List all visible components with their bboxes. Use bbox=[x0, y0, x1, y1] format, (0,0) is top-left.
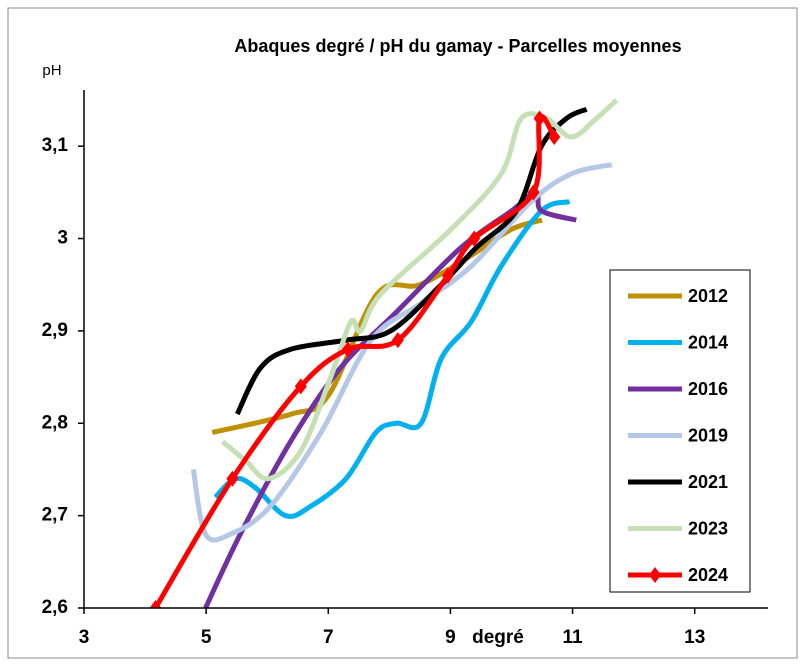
x-tick-label: 3 bbox=[79, 627, 90, 648]
legend-marker bbox=[649, 567, 661, 583]
y-tick-label: 2,7 bbox=[42, 505, 68, 526]
plot-area bbox=[149, 98, 619, 608]
point-marker bbox=[391, 332, 404, 349]
point-marker bbox=[226, 470, 239, 487]
x-tick-label: 13 bbox=[684, 627, 705, 648]
legend-label: 2012 bbox=[688, 286, 728, 306]
legend-box bbox=[609, 269, 751, 593]
y-tick-label: 2,6 bbox=[42, 597, 68, 618]
legend-label: 2014 bbox=[688, 332, 728, 352]
legend-label: 2019 bbox=[688, 425, 728, 445]
y-tick-label: 3,1 bbox=[42, 135, 69, 156]
series-line bbox=[221, 98, 619, 482]
point-marker bbox=[341, 341, 354, 358]
y-tick-label: 2,8 bbox=[42, 412, 68, 433]
x-tick-label: 7 bbox=[323, 627, 334, 648]
x-axis-label: degré bbox=[472, 627, 524, 648]
series-line bbox=[153, 113, 557, 608]
point-marker bbox=[441, 267, 454, 284]
point-marker bbox=[527, 184, 540, 201]
legend-label: 2023 bbox=[688, 518, 728, 538]
series-line bbox=[190, 162, 613, 543]
x-tick-label: 11 bbox=[563, 627, 584, 648]
series-line bbox=[213, 199, 571, 519]
legend-label: 2021 bbox=[688, 472, 728, 492]
point-marker bbox=[468, 230, 481, 247]
x-tick-label: 9 bbox=[445, 627, 456, 648]
point-marker bbox=[533, 110, 546, 127]
y-axis-label: pH bbox=[42, 62, 61, 79]
x-tick-label: 5 bbox=[201, 627, 212, 648]
chart-title: Abaques degré / pH du gamay - Parcelles … bbox=[234, 36, 681, 56]
legend-label: 2016 bbox=[688, 379, 728, 399]
y-tick-label: 3 bbox=[57, 228, 68, 249]
legend-label: 2024 bbox=[688, 565, 728, 585]
point-marker bbox=[294, 378, 307, 395]
y-tick-label: 2,9 bbox=[42, 320, 68, 341]
point-marker bbox=[548, 128, 561, 145]
point-marker bbox=[149, 600, 162, 608]
